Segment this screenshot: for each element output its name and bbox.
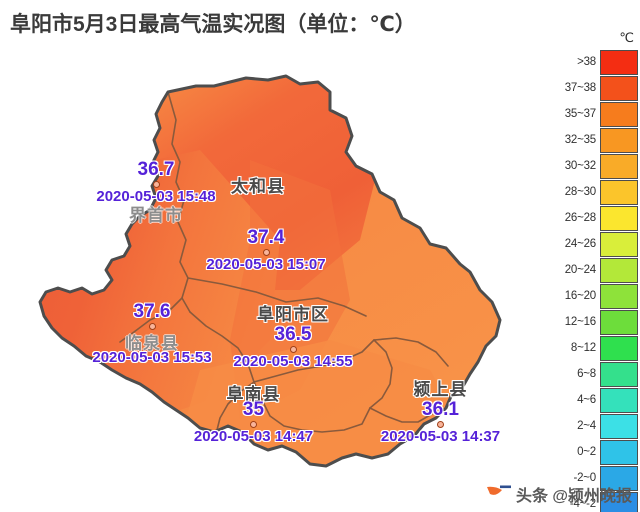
station-value: 35 bbox=[242, 399, 265, 420]
legend-color-swatch bbox=[600, 153, 638, 179]
legend-color-swatch bbox=[600, 309, 638, 335]
legend-range-label: 12~16 bbox=[564, 316, 597, 328]
legend-range-label: 24~26 bbox=[564, 238, 597, 250]
station-value: 36.1 bbox=[422, 399, 459, 420]
legend-range-label: 35~37 bbox=[564, 108, 597, 120]
legend-row: 0~2 bbox=[564, 439, 638, 465]
legend-row: 20~24 bbox=[564, 257, 638, 283]
legend-range-label: 26~28 bbox=[564, 212, 597, 224]
legend-row: -4~-2 bbox=[564, 491, 638, 512]
legend-color-swatch bbox=[600, 75, 638, 101]
legend-color-swatch bbox=[600, 49, 638, 75]
legend-color-swatch bbox=[600, 335, 638, 361]
station-readout-taihe[interactable]: 37.4 2020-05-03 15:07 bbox=[186, 228, 346, 273]
legend-row: 26~28 bbox=[564, 205, 638, 231]
station-label-yingshang[interactable]: 颍上县 36.1 2020-05-03 14:37 bbox=[363, 375, 518, 445]
station-marker-dot bbox=[437, 420, 444, 428]
legend-row: 30~32 bbox=[564, 153, 638, 179]
station-marker-dot bbox=[148, 322, 156, 330]
legend-range-label: 32~35 bbox=[564, 134, 597, 146]
legend-range-label: 4~6 bbox=[577, 394, 596, 406]
legend-row: 37~38 bbox=[564, 75, 638, 101]
station-marker-dot bbox=[250, 420, 257, 428]
legend-color-swatch bbox=[600, 283, 638, 309]
legend-color-swatch bbox=[600, 179, 638, 205]
prefecture-outline bbox=[38, 74, 502, 468]
station-time: 2020-05-03 15:07 bbox=[206, 255, 326, 273]
legend-range-label: 16~20 bbox=[564, 290, 597, 302]
legend-color-swatch bbox=[600, 361, 638, 387]
station-name: 界首市 bbox=[129, 205, 183, 225]
station-value: 37.6 bbox=[133, 301, 171, 322]
station-value: 37.4 bbox=[247, 227, 285, 248]
station-value: 36.7 bbox=[137, 159, 175, 180]
legend-range-label: 6~8 bbox=[577, 368, 596, 380]
legend-row: 16~20 bbox=[564, 283, 638, 309]
legend-row: 35~37 bbox=[564, 101, 638, 127]
legend-range-label: 0~2 bbox=[577, 446, 596, 458]
legend-rows: >38 37~38 35~37 32~35 30~32 28~30 26~28 24~26 20… bbox=[564, 49, 638, 512]
legend-range-label: 8~12 bbox=[570, 342, 596, 354]
station-time: 2020-05-03 15:48 bbox=[96, 187, 216, 205]
legend-range-label: 28~30 bbox=[564, 186, 597, 198]
legend-row: 28~30 bbox=[564, 179, 638, 205]
legend-row: 6~8 bbox=[564, 361, 638, 387]
station-label-taihe[interactable]: 太和县 bbox=[178, 172, 338, 197]
legend-range-label: 20~24 bbox=[564, 264, 597, 276]
legend-color-swatch bbox=[600, 387, 638, 413]
legend-unit-label: ℃ bbox=[619, 30, 634, 45]
legend-range-label: 30~32 bbox=[564, 160, 597, 172]
legend-row: 32~35 bbox=[564, 127, 638, 153]
watermark: 头条 @颍州晚报 bbox=[486, 482, 632, 506]
legend-range-label: >38 bbox=[577, 56, 596, 68]
legend-row: 2~4 bbox=[564, 413, 638, 439]
legend-range-label: 2~4 bbox=[577, 420, 596, 432]
station-marker-dot bbox=[262, 248, 270, 256]
legend-range-label: -4~-2 bbox=[569, 498, 596, 510]
station-label-jieshou[interactable]: 36.7 2020-05-03 15:48 界首市 bbox=[56, 160, 256, 226]
station-marker-dot bbox=[289, 345, 297, 353]
legend-color-swatch bbox=[600, 257, 638, 283]
legend-row: >38 bbox=[564, 49, 638, 75]
legend-color-swatch bbox=[600, 231, 638, 257]
watermark-text: 头条 @颍州晚报 bbox=[515, 488, 632, 505]
station-time: 2020-05-03 15:53 bbox=[92, 348, 212, 366]
station-label-fuyang-shiqu[interactable]: 阜阳市区 36.5 2020-05-03 14:55 bbox=[218, 300, 368, 370]
legend-color-swatch bbox=[600, 127, 638, 153]
temperature-legend: ℃ >38 37~38 35~37 32~35 30~32 28~30 26~28 24~26… bbox=[564, 30, 638, 512]
station-value: 36.5 bbox=[274, 324, 312, 345]
station-label-funan[interactable]: 阜南县 35 2020-05-03 14:47 bbox=[176, 380, 331, 445]
station-time: 2020-05-03 14:37 bbox=[380, 427, 501, 445]
legend-color-swatch bbox=[600, 491, 638, 512]
station-name: 颍上县 bbox=[413, 380, 468, 399]
legend-color-swatch bbox=[600, 465, 638, 491]
station-name: 临泉县 bbox=[125, 333, 179, 353]
legend-row: 12~16 bbox=[564, 309, 638, 335]
page-title: 阜阳市5月3日最高气温实况图（单位：℃） bbox=[10, 13, 416, 36]
fuyang-choropleth-map bbox=[38, 74, 502, 468]
legend-range-label: 37~38 bbox=[564, 82, 597, 94]
legend-color-swatch bbox=[600, 413, 638, 439]
legend-color-swatch bbox=[600, 101, 638, 127]
legend-row: -2~0 bbox=[564, 465, 638, 491]
map-canvas[interactable] bbox=[0, 40, 570, 512]
station-name: 阜南县 bbox=[226, 385, 281, 404]
legend-row: 8~12 bbox=[564, 335, 638, 361]
legend-color-swatch bbox=[600, 439, 638, 465]
county-boundaries bbox=[119, 91, 449, 435]
station-time: 2020-05-03 14:55 bbox=[233, 352, 353, 370]
legend-range-label: -2~0 bbox=[573, 472, 596, 484]
station-time: 2020-05-03 14:47 bbox=[193, 427, 314, 445]
legend-row: 24~26 bbox=[564, 231, 638, 257]
legend-color-swatch bbox=[600, 205, 638, 231]
station-label-linquan[interactable]: 37.6 临泉县 2020-05-03 15:53 bbox=[62, 302, 242, 366]
station-name: 阜阳市区 bbox=[257, 305, 329, 324]
station-name: 太和县 bbox=[231, 177, 285, 196]
station-marker-dot bbox=[152, 180, 160, 188]
legend-row: 4~6 bbox=[564, 387, 638, 413]
toutiao-logo-icon bbox=[486, 485, 512, 504]
